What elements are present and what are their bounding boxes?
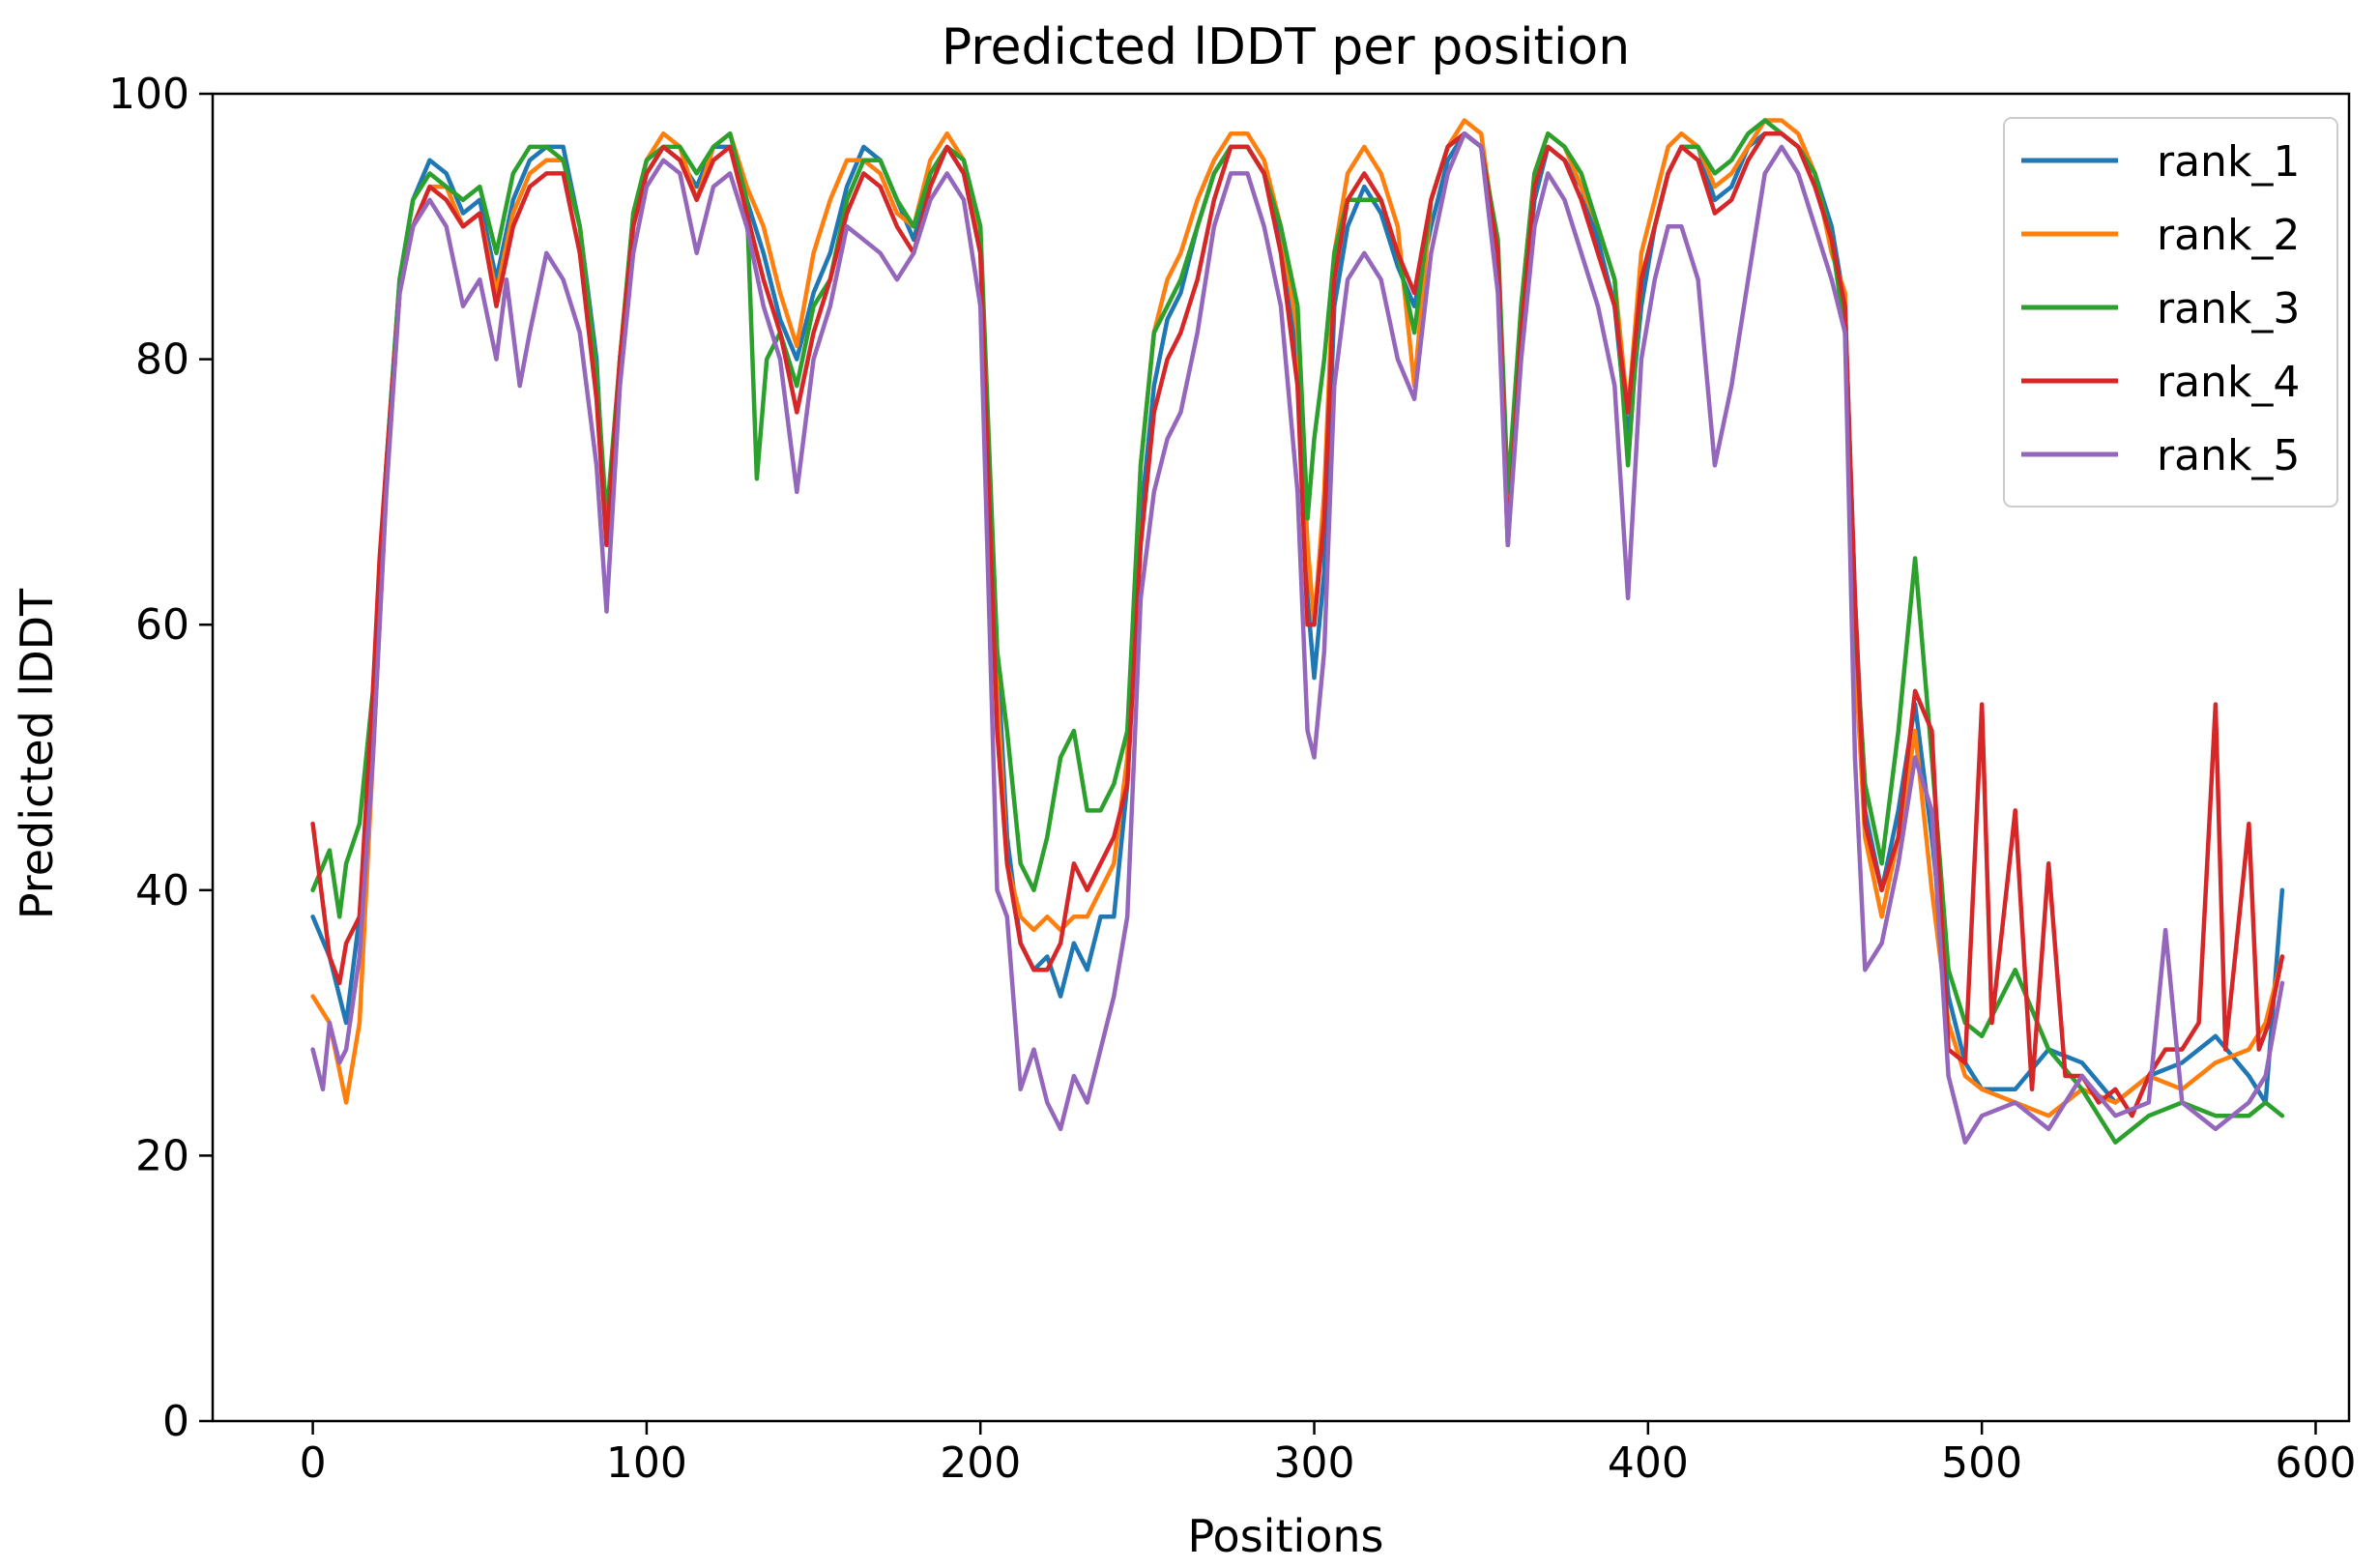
x-axis-label: Positions [1187, 1510, 1383, 1562]
x-tick-label: 300 [1274, 1438, 1355, 1488]
legend-box [2003, 117, 2338, 508]
y-tick-label: 60 [135, 600, 189, 650]
legend-label-rank-5: rank_5 [2157, 431, 2300, 480]
y-tick-label: 80 [135, 335, 189, 385]
x-tick-label: 100 [606, 1438, 687, 1488]
x-tick-label: 500 [1941, 1438, 2022, 1488]
x-tick-label: 600 [2275, 1438, 2356, 1488]
y-tick-label: 40 [135, 866, 189, 915]
legend-label-rank-3: rank_3 [2157, 284, 2300, 334]
y-tick-label: 0 [162, 1397, 189, 1446]
axes-frame [211, 92, 2351, 1423]
y-axis-label: Predicted lDDT [11, 588, 63, 919]
legend: rank_1 rank_2 rank_3 rank_4 rank_5 [2003, 117, 2338, 508]
legend-label-rank-1: rank_1 [2157, 137, 2300, 187]
legend-label-rank-2: rank_2 [2157, 211, 2300, 260]
plot-area: 0 100 200 300 400 500 600 0 20 40 60 80 100 [108, 70, 2356, 1488]
x-tick-label: 0 [300, 1438, 327, 1488]
y-tick-label: 20 [135, 1131, 189, 1180]
y-tick-label: 100 [108, 70, 189, 119]
chart-title: Predicted lDDT per position [942, 18, 1630, 76]
series-line-rank-5 [310, 131, 2285, 1145]
x-tick-label: 200 [940, 1438, 1021, 1488]
legend-label-rank-4: rank_4 [2157, 358, 2300, 407]
series-lines [310, 118, 2285, 1145]
x-tick-label: 400 [1608, 1438, 1689, 1488]
